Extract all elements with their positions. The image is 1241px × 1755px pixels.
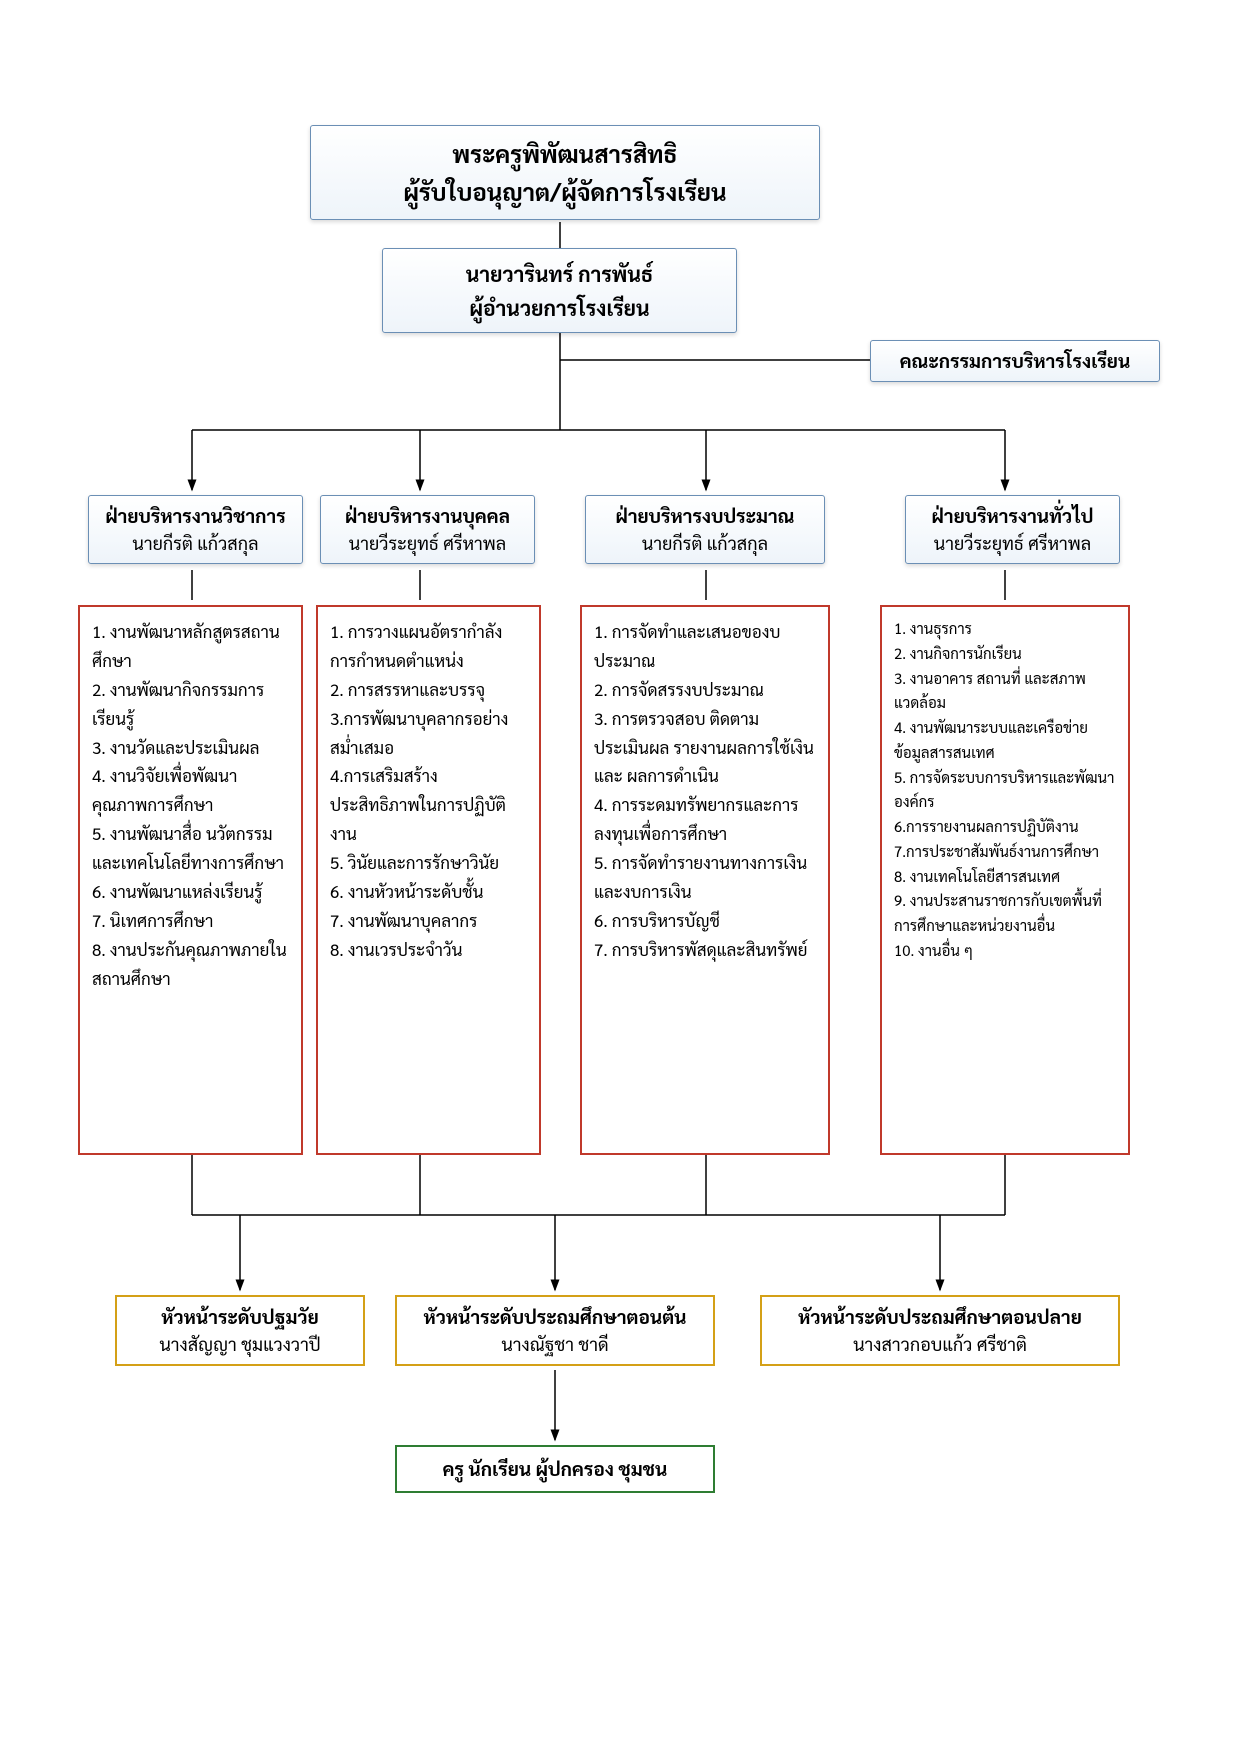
- final-label: ครู นักเรียน ผู้ปกครอง ชุมชน: [443, 1457, 668, 1481]
- list2-box: 1. การวางแผนอัตรากำลังการกำหนดตำแหน่ง 2.…: [316, 605, 541, 1155]
- dept1-title: ฝ่ายบริหารงานวิชาการ: [105, 504, 286, 528]
- list4-text: 1. งานธุรการ 2. งานกิจการนักเรียน 3. งาน…: [894, 617, 1116, 964]
- final-box: ครู นักเรียน ผู้ปกครอง ชุมชน: [395, 1445, 715, 1493]
- list1-text: 1. งานพัฒนาหลักสูตรสถานศึกษา 2. งานพัฒนา…: [92, 617, 289, 993]
- list1-box: 1. งานพัฒนาหลักสูตรสถานศึกษา 2. งานพัฒนา…: [78, 605, 303, 1155]
- dept3-title: ฝ่ายบริหารงบประมาณ: [602, 504, 808, 528]
- bottom3-name: นางสาวกอบแก้ว ศรีชาติ: [780, 1333, 1100, 1356]
- dept3-name: นายกีรติ แก้วสกุล: [602, 532, 808, 555]
- bottom2-name: นางณัฐชา ชาดี: [415, 1333, 695, 1356]
- dept1-name: นายกีรติ แก้วสกุล: [105, 532, 286, 555]
- licensee-line1: พระครูพิพัฒนสารสิทธิ: [327, 134, 803, 172]
- bottom3-box: หัวหน้าระดับประถมศึกษาตอนปลาย นางสาวกอบแ…: [760, 1295, 1120, 1366]
- bottom2-title: หัวหน้าระดับประถมศึกษาตอนต้น: [415, 1305, 695, 1329]
- list3-text: 1. การจัดทำและเสนอของบประมาณ 2. การจัดสร…: [594, 617, 816, 964]
- dept4-title: ฝ่ายบริหารงานทั่วไป: [922, 504, 1103, 528]
- director-title: ผู้อำนวยการโรงเรียน: [399, 291, 720, 325]
- dept1-box: ฝ่ายบริหารงานวิชาการ นายกีรติ แก้วสกุล: [88, 495, 303, 564]
- list2-text: 1. การวางแผนอัตรากำลังการกำหนดตำแหน่ง 2.…: [330, 617, 527, 964]
- dept3-box: ฝ่ายบริหารงบประมาณ นายกีรติ แก้วสกุล: [585, 495, 825, 564]
- bottom1-box: หัวหน้าระดับปฐมวัย นางสัญญา ชุมแวงวาปี: [115, 1295, 365, 1366]
- committee-label: คณะกรรมการบริหารโรงเรียน: [900, 349, 1131, 373]
- list3-box: 1. การจัดทำและเสนอของบประมาณ 2. การจัดสร…: [580, 605, 830, 1155]
- dept2-title: ฝ่ายบริหารงานบุคคล: [337, 504, 518, 528]
- dept4-box: ฝ่ายบริหารงานทั่วไป นายวีระยุทธ์ ศรีหาพล: [905, 495, 1120, 564]
- bottom2-box: หัวหน้าระดับประถมศึกษาตอนต้น นางณัฐชา ชา…: [395, 1295, 715, 1366]
- licensee-line2: ผู้รับใบอนุญาต/ผู้จัดการโรงเรียน: [327, 172, 803, 210]
- licensee-box: พระครูพิพัฒนสารสิทธิ ผู้รับใบอนุญาต/ผู้จ…: [310, 125, 820, 220]
- bottom3-title: หัวหน้าระดับประถมศึกษาตอนปลาย: [780, 1305, 1100, 1329]
- director-name: นายวารินทร์ การพันธ์: [399, 257, 720, 291]
- dept4-name: นายวีระยุทธ์ ศรีหาพล: [922, 532, 1103, 555]
- committee-box: คณะกรรมการบริหารโรงเรียน: [870, 340, 1160, 382]
- dept2-box: ฝ่ายบริหารงานบุคคล นายวีระยุทธ์ ศรีหาพล: [320, 495, 535, 564]
- director-box: นายวารินทร์ การพันธ์ ผู้อำนวยการโรงเรียน: [382, 248, 737, 333]
- bottom1-title: หัวหน้าระดับปฐมวัย: [135, 1305, 345, 1329]
- bottom1-name: นางสัญญา ชุมแวงวาปี: [135, 1333, 345, 1356]
- list4-box: 1. งานธุรการ 2. งานกิจการนักเรียน 3. งาน…: [880, 605, 1130, 1155]
- dept2-name: นายวีระยุทธ์ ศรีหาพล: [337, 532, 518, 555]
